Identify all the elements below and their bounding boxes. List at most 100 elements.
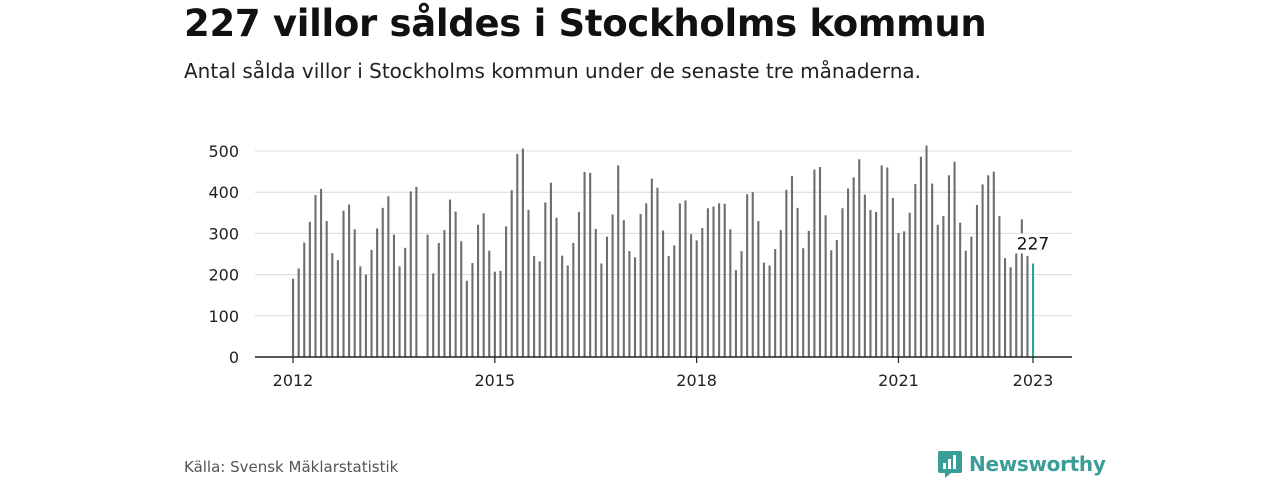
- bar: [392, 234, 396, 357]
- y-tick-label: 400: [208, 183, 239, 202]
- bar: [443, 230, 446, 357]
- bar: [415, 186, 418, 357]
- bar: [740, 251, 743, 357]
- bar: [426, 234, 429, 357]
- highlight-label-bg: [1015, 233, 1051, 254]
- x-axis-ticks: 2012 2015 2018 2021 2023: [273, 357, 1053, 390]
- bar: [751, 192, 754, 357]
- y-tick-label: 500: [208, 142, 239, 161]
- bar: [342, 210, 345, 357]
- x-tick-label: 2012: [273, 371, 314, 390]
- bar: [527, 209, 530, 357]
- bar: [936, 224, 939, 357]
- bar: [701, 228, 704, 357]
- x-tick-label: 2021: [878, 371, 919, 390]
- bar: [718, 203, 721, 357]
- bar: [510, 190, 513, 357]
- bar: [566, 265, 569, 357]
- y-axis-tick-labels: 0 100 200 300 400 500: [208, 142, 239, 367]
- bar: [673, 245, 676, 357]
- bar: [880, 165, 883, 357]
- bar: [538, 261, 541, 357]
- bar: [594, 228, 597, 357]
- x-tick-label: 2015: [474, 371, 515, 390]
- chart-subtitle: Antal sålda villor i Stockholms kommun u…: [184, 59, 921, 83]
- bar: [695, 240, 698, 357]
- bar: [493, 271, 496, 357]
- bar: [762, 262, 766, 357]
- bar: [577, 211, 581, 357]
- bar: [981, 184, 984, 357]
- bar: [555, 217, 558, 357]
- bar: [768, 265, 771, 357]
- bar: [869, 209, 872, 357]
- bar: [908, 212, 911, 357]
- bar: [987, 175, 990, 357]
- bar: [409, 191, 412, 357]
- bar: [549, 182, 552, 357]
- bar-chart: 0 100 200 300 400 500 2012 2015 2018 2021 2023 22…: [208, 142, 1072, 390]
- bar: [875, 211, 878, 357]
- bar: [947, 175, 951, 357]
- bar: [359, 266, 362, 357]
- chart-title: 227 villor såldes i Stockholms kommun: [184, 2, 987, 45]
- bar: [964, 250, 967, 357]
- bar: [465, 280, 468, 357]
- bar: [364, 274, 367, 357]
- bar: [858, 159, 861, 357]
- bar: [796, 207, 799, 357]
- bar: [818, 167, 822, 357]
- bar: [376, 228, 379, 357]
- bar: [308, 221, 311, 357]
- bar: [684, 200, 687, 357]
- bar: [942, 216, 945, 357]
- bar: [370, 249, 373, 357]
- bar: [572, 242, 575, 357]
- bar: [919, 156, 922, 357]
- bar: [544, 202, 547, 357]
- bar: [790, 176, 794, 357]
- bar: [903, 231, 906, 357]
- y-tick-label: 300: [208, 224, 239, 243]
- bar: [320, 188, 323, 357]
- brand-logo[interactable]: Newsworthy: [937, 448, 1106, 480]
- bar: [886, 167, 889, 357]
- bar: [897, 232, 900, 357]
- bar: [891, 197, 894, 357]
- bar: [785, 189, 788, 357]
- bar: [561, 255, 564, 357]
- bar: [314, 195, 317, 357]
- bar: [975, 204, 979, 357]
- bar: [970, 236, 973, 357]
- bar: [521, 148, 524, 357]
- bar: [729, 229, 732, 357]
- bar: [914, 183, 917, 357]
- bar: [667, 256, 670, 357]
- bar: [746, 194, 749, 357]
- bar: [723, 203, 726, 357]
- bar: [303, 242, 306, 357]
- bar: [499, 270, 502, 357]
- bar: [404, 247, 407, 357]
- source-note: Källa: Svensk Mäklarstatistik: [184, 458, 399, 476]
- bar: [454, 211, 457, 357]
- bar: [998, 216, 1001, 357]
- bar: [757, 221, 760, 357]
- bar: [650, 178, 653, 357]
- bar: [992, 171, 995, 357]
- bar: [863, 194, 866, 357]
- newsworthy-logo-icon: [938, 451, 962, 478]
- bar: [482, 213, 485, 357]
- bar: [331, 253, 334, 357]
- bar: [953, 161, 956, 357]
- bar: [292, 278, 295, 357]
- bar: [622, 220, 625, 357]
- y-tick-label: 0: [229, 348, 239, 367]
- x-tick-label: 2018: [676, 371, 717, 390]
- bar: [398, 266, 401, 357]
- bar: [348, 204, 351, 357]
- bar: [381, 207, 384, 357]
- bar: [807, 230, 810, 357]
- bar: [387, 196, 390, 357]
- bar: [505, 226, 508, 357]
